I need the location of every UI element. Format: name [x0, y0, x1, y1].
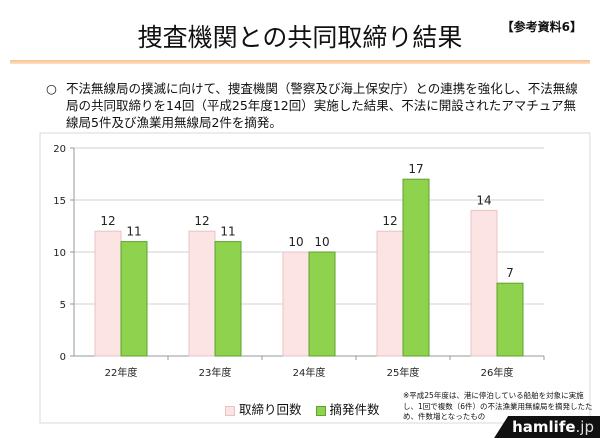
y-tick-label: 5 [60, 300, 66, 311]
data-label: 12 [382, 214, 397, 228]
legend-swatch [315, 405, 326, 416]
legend-swatch [225, 405, 235, 416]
bar-series2 [308, 251, 336, 357]
legend-item-series2: 摘発件数 [315, 399, 380, 418]
x-tick-label: 25年度 [387, 366, 420, 379]
bar-series1 [376, 230, 404, 357]
bar-series1 [188, 230, 216, 357]
chart-frame [39, 132, 591, 424]
bar-series2 [120, 241, 148, 357]
summary-text: 不法無線局の撲滅に向けて、捜査機関（警察及び海上保安庁）との連携を強化し、不法無… [66, 81, 578, 130]
hamlife-logo: hamlife.jp [494, 416, 600, 438]
x-tick-label: 23年度 [199, 366, 232, 379]
data-label: 10 [288, 235, 303, 249]
y-tick-label: 15 [53, 196, 66, 207]
y-tick-label: 10 [53, 248, 66, 259]
bar-series2 [496, 282, 524, 357]
data-label: 11 [126, 225, 141, 239]
data-label: 12 [194, 214, 209, 228]
data-label: 10 [314, 235, 329, 249]
title-divider [10, 60, 590, 64]
page-title: 捜査機関との共同取締り結果 [137, 23, 463, 52]
x-tick-label: 24年度 [293, 366, 326, 379]
legend-label: 取締り回数 [239, 402, 302, 417]
y-tick-label: 0 [60, 352, 66, 363]
data-label: 14 [476, 193, 491, 207]
summary-bullet: ○ 不法無線局の撲滅に向けて、捜査機関（警察及び海上保安庁）との連携を強化し、不… [46, 80, 586, 131]
legend-label: 摘発件数 [329, 402, 380, 417]
logo-suffix: .jp [575, 418, 594, 436]
x-tick-label: 22年度 [105, 366, 138, 379]
data-label: 7 [506, 266, 514, 280]
footnote: ※平成25年度は、港に停泊している船舶を対象に実施し、1回で複数（6件）の不法漁… [403, 391, 593, 421]
bar-series1 [94, 230, 122, 357]
data-label: 17 [408, 162, 423, 176]
chart-legend: 取締り回数 摘発件数 [225, 399, 380, 418]
bullet-mark: ○ [46, 81, 57, 96]
y-tick-label: 20 [53, 144, 66, 155]
bar-series2 [402, 178, 430, 357]
logo-main: hamlife [512, 418, 576, 436]
data-label: 11 [220, 225, 235, 239]
bar-series1 [282, 251, 310, 357]
bar-series2 [214, 241, 242, 357]
data-label: 12 [100, 214, 115, 228]
reference-label: 【参考資料6】 [501, 20, 582, 34]
x-tick-label: 26年度 [481, 366, 514, 379]
legend-item-series1: 取締り回数 [225, 399, 302, 418]
bar-series1 [470, 209, 498, 357]
